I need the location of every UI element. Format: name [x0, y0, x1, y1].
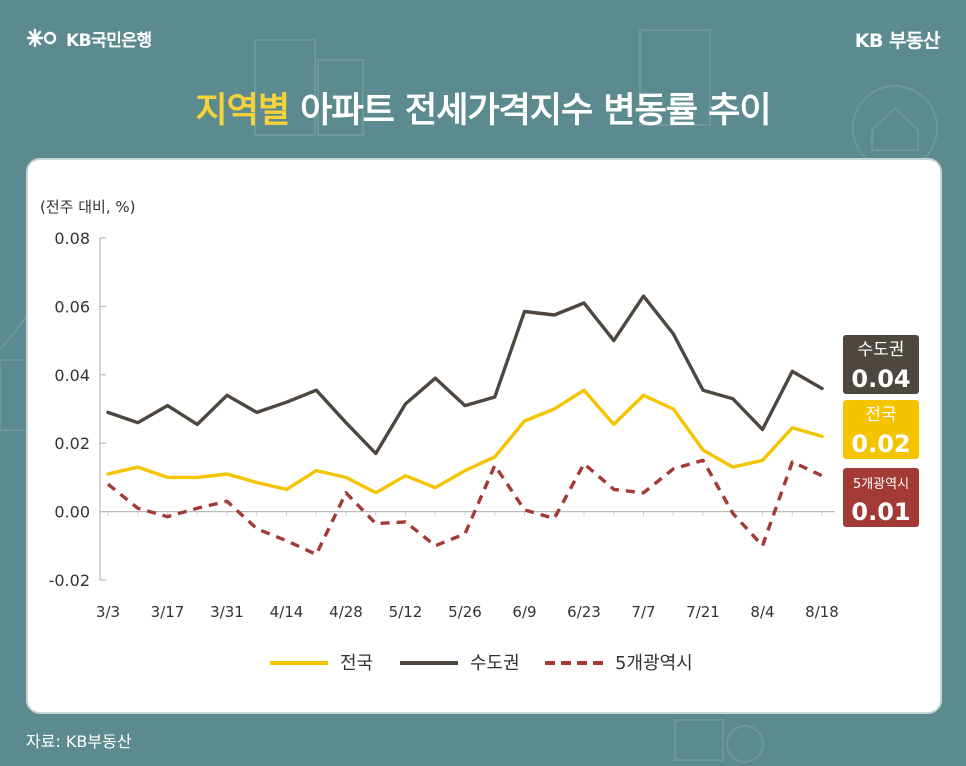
end-label-box-metro — [843, 468, 919, 527]
y-tick-label: 0.06 — [54, 297, 90, 316]
x-tick-label: 6/9 — [512, 603, 536, 621]
y-tick-label: 0.00 — [54, 503, 90, 522]
house-decor — [871, 106, 919, 151]
kb-real-estate-brand: KB 부동산 — [854, 30, 941, 52]
y-axis-unit: (전주 대비, %) — [40, 198, 136, 216]
title-rest: 아파트 전세가격지수 변동률 추이 — [289, 91, 771, 131]
end-label-value-capital: 0.04 — [851, 365, 910, 393]
x-tick-label: 7/21 — [686, 603, 720, 621]
coin-decor — [726, 725, 764, 763]
kb-bank-logo: KB국민은행 — [26, 26, 152, 51]
title-highlight: 지역별 — [195, 91, 290, 131]
x-tick-label: 8/18 — [805, 603, 839, 621]
building-decor — [254, 39, 316, 136]
end-label-name-metro: 5개광역시 — [853, 477, 909, 492]
x-tick-label: 6/23 — [567, 603, 601, 621]
x-tick-label: 3/3 — [96, 603, 120, 621]
x-tick-label: 7/7 — [631, 603, 655, 621]
x-tick-label: 8/4 — [750, 603, 774, 621]
end-label-name-capital: 수도권 — [858, 340, 905, 360]
end-label-box-national — [843, 400, 919, 459]
end-label-box-capital — [843, 335, 919, 394]
logo-text: KB국민은행 — [66, 30, 152, 51]
calculator-decor — [639, 29, 711, 126]
y-tick-label: -0.02 — [49, 571, 90, 590]
x-tick-label: 3/17 — [151, 603, 185, 621]
y-tick-label: 0.04 — [54, 366, 90, 385]
x-tick-label: 5/12 — [389, 603, 423, 621]
y-tick-label: 0.08 — [54, 229, 90, 248]
calculator-bottom-decor — [674, 719, 724, 761]
x-tick-label: 4/14 — [270, 603, 304, 621]
series-line-national — [106, 388, 824, 495]
legend-label-national: 전국 — [340, 653, 373, 674]
x-tick-label: 3/31 — [210, 603, 244, 621]
series-line-capital — [106, 294, 824, 456]
end-label-value-metro: 0.01 — [851, 498, 910, 526]
y-tick-label: 0.02 — [54, 434, 90, 453]
kb-star-icon — [26, 28, 57, 48]
page-title: 지역별 아파트 전세가격지수 변동률 추이 — [0, 82, 966, 133]
end-label-name-national: 전국 — [865, 405, 896, 425]
x-tick-label: 4/28 — [329, 603, 363, 621]
series-line-metro — [106, 458, 823, 557]
building-decor — [317, 59, 364, 136]
chart-card — [26, 158, 942, 714]
x-tick-label: 5/26 — [448, 603, 482, 621]
legend-label-metro: 5개광역시 — [615, 653, 693, 674]
end-label-value-national: 0.02 — [851, 430, 910, 458]
legend-label-capital: 수도권 — [470, 653, 520, 674]
source-note: 자료: KB부동산 — [26, 732, 132, 751]
